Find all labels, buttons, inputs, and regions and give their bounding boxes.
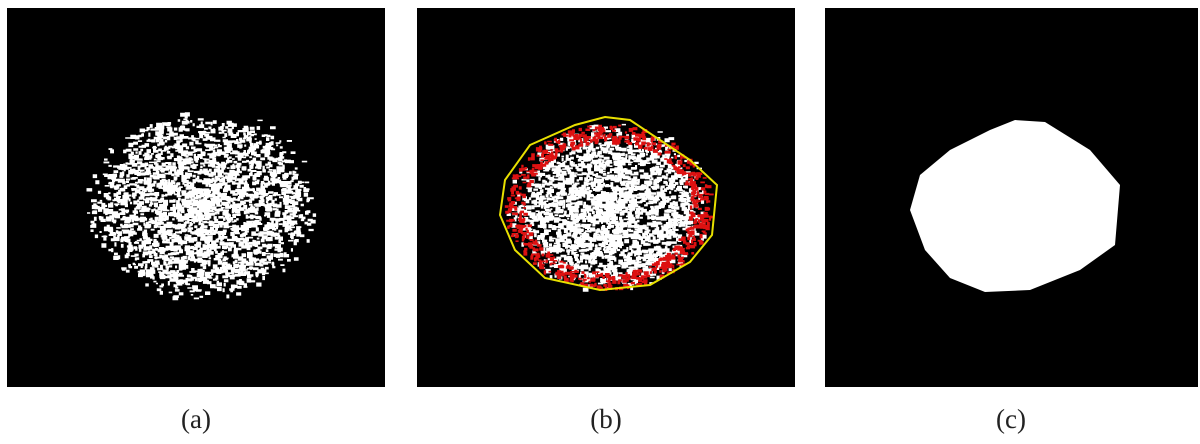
panel-c bbox=[825, 8, 1198, 387]
caption: (b) bbox=[590, 404, 621, 434]
panel-a bbox=[7, 8, 385, 387]
caption: (c) bbox=[996, 404, 1026, 434]
figure: (a) (b) (c) bbox=[0, 0, 1200, 444]
panel-b bbox=[417, 8, 795, 387]
caption: (a) bbox=[181, 404, 211, 434]
